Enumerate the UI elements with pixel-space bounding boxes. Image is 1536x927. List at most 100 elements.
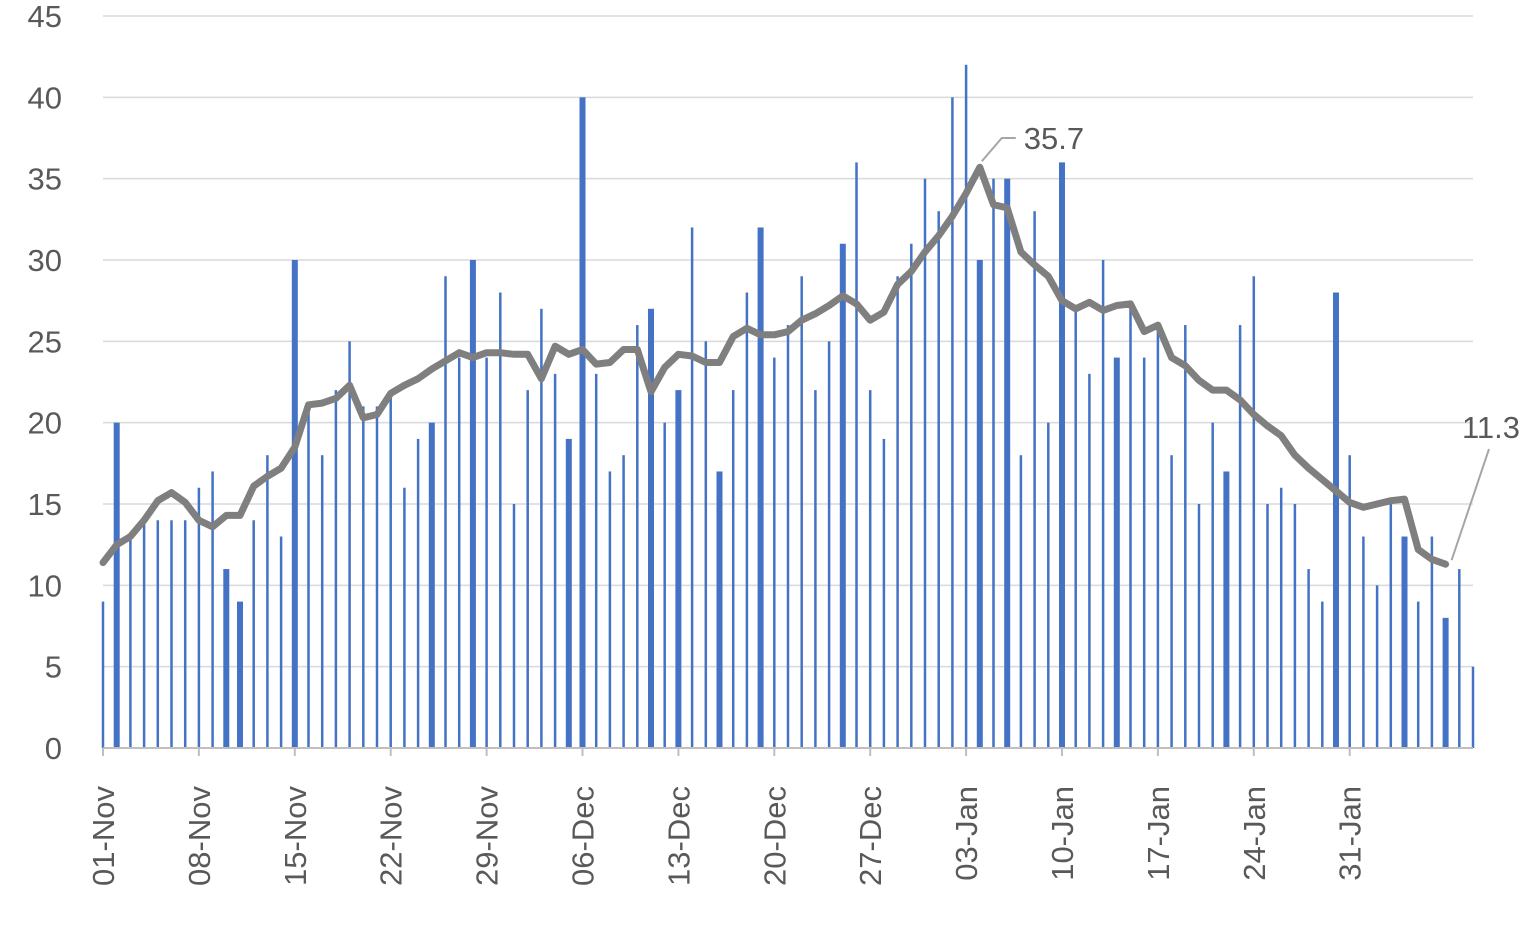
y-tick-label: 30 <box>28 243 62 278</box>
bar <box>1307 569 1310 748</box>
bar <box>1362 536 1365 748</box>
bar <box>1184 325 1187 748</box>
bar <box>512 504 516 748</box>
y-tick-label: 5 <box>45 650 62 685</box>
x-tick-label: 06-Dec <box>566 786 601 886</box>
bar <box>389 390 392 748</box>
bar <box>1401 536 1408 748</box>
data-labels: 35.7 11.3 <box>981 121 1520 561</box>
x-tick-label: 03-Jan <box>949 786 984 881</box>
bar <box>1321 601 1324 748</box>
bar <box>211 471 214 748</box>
x-tick-label: 20-Dec <box>757 786 792 886</box>
bar <box>565 438 572 748</box>
bar <box>648 308 654 748</box>
axes: 0 5 10 15 20 25 30 35 40 45 01-Nov 08-Nov 15-Nov 22-N… <box>28 0 1473 886</box>
bar <box>540 308 543 748</box>
bar <box>1129 308 1132 748</box>
bar <box>223 569 230 748</box>
bar <box>553 373 557 748</box>
bar <box>1293 504 1297 748</box>
bar <box>896 276 899 748</box>
bar <box>266 455 269 748</box>
bar <box>101 601 105 748</box>
bar <box>375 406 379 748</box>
x-tick-label: 22-Nov <box>374 786 409 886</box>
bar <box>1156 325 1160 748</box>
bar <box>469 260 476 748</box>
bar <box>704 341 708 748</box>
bar <box>291 260 298 748</box>
leader-line <box>981 137 1016 162</box>
data-label-last: 11.3 <box>1462 410 1520 445</box>
bar <box>1333 292 1339 748</box>
bar <box>976 260 983 748</box>
y-tick-label: 0 <box>45 731 62 766</box>
bar <box>1458 569 1461 748</box>
bar <box>457 357 461 748</box>
bar <box>526 390 529 748</box>
bar <box>279 536 283 748</box>
bar <box>170 520 173 748</box>
bar-series <box>101 64 1475 749</box>
bar <box>444 276 447 748</box>
bar <box>1047 422 1050 748</box>
bar <box>1170 455 1173 748</box>
bar <box>923 178 927 748</box>
bar <box>428 422 435 748</box>
bar <box>197 487 201 748</box>
moving-average-line <box>99 163 1450 568</box>
x-tick-label: 10-Jan <box>1045 786 1080 881</box>
bar <box>716 471 723 748</box>
bar <box>1088 373 1091 748</box>
y-tick-label: 35 <box>28 162 62 197</box>
bar <box>910 243 913 748</box>
bar <box>827 341 831 748</box>
bar <box>362 406 365 748</box>
bar <box>320 455 324 748</box>
x-tick-label: 17-Jan <box>1141 786 1176 881</box>
bar <box>1004 178 1011 748</box>
bar <box>992 178 995 748</box>
bar <box>1211 422 1214 748</box>
bar <box>731 390 735 748</box>
bar <box>663 422 666 748</box>
y-tick-label: 20 <box>28 406 62 441</box>
bar <box>1019 455 1023 748</box>
bar <box>1033 211 1036 748</box>
bar <box>156 520 160 748</box>
data-label-peak: 35.7 <box>1024 121 1084 156</box>
x-tick-label: 27-Dec <box>853 786 888 886</box>
moving-average-series <box>99 163 1450 568</box>
bar <box>855 162 858 748</box>
bar <box>1430 536 1434 748</box>
bar <box>745 292 749 748</box>
bar <box>252 520 255 748</box>
bar <box>882 438 886 748</box>
x-tick-label: 29-Nov <box>470 786 505 886</box>
bar <box>579 97 586 749</box>
bar <box>1101 260 1105 748</box>
x-tick-label: 31-Jan <box>1333 786 1368 881</box>
bar <box>1375 585 1379 748</box>
bar <box>142 520 146 748</box>
bar <box>307 406 310 748</box>
bar <box>690 227 694 748</box>
bar <box>1416 601 1420 748</box>
bar <box>1252 276 1256 748</box>
y-tick-label: 10 <box>28 568 62 603</box>
bar <box>129 536 132 748</box>
bar <box>1142 357 1146 748</box>
bar <box>937 211 940 748</box>
bar <box>1442 617 1449 748</box>
bar <box>594 373 598 748</box>
bar <box>839 243 846 748</box>
bar <box>757 227 764 748</box>
x-tick-label: 24-Jan <box>1237 786 1272 881</box>
bar <box>636 325 639 748</box>
bar <box>964 64 968 749</box>
bar <box>485 357 488 748</box>
y-tick-label: 45 <box>28 0 62 34</box>
bar <box>814 390 817 748</box>
